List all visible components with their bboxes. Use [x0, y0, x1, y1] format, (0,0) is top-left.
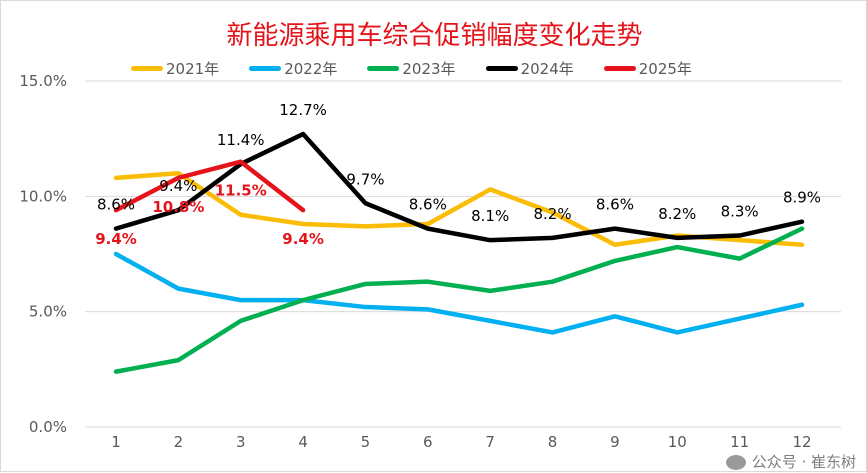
- wechat-icon: [725, 455, 746, 470]
- legend-label: 2022年: [284, 60, 338, 78]
- x-tick-label: 5: [361, 433, 371, 451]
- legend-label: 2025年: [638, 60, 692, 78]
- series-line-2022年: [113, 251, 805, 335]
- legend: 2021年 2022年 2023年 2024年 2025年: [131, 58, 692, 79]
- legend-item: 2024年: [485, 58, 574, 79]
- x-tick-label: 10: [668, 433, 687, 451]
- data-label: 10.8%: [152, 198, 204, 216]
- y-tick-label: 5.0%: [29, 303, 67, 321]
- x-tick-label: 3: [236, 433, 246, 451]
- x-tick-label: 8: [548, 433, 558, 451]
- data-label: 8.2%: [658, 205, 696, 223]
- chart-title: 新能源乘用车综合促销幅度变化走势: [226, 21, 643, 51]
- data-label: 8.2%: [533, 205, 571, 223]
- data-label: 12.7%: [279, 101, 327, 119]
- legend-label: 2023年: [402, 60, 456, 78]
- series-line-2023年: [113, 226, 805, 374]
- series-line-2025年: [113, 159, 306, 213]
- legend-item: 2023年: [367, 58, 456, 79]
- x-tick-label: 4: [298, 433, 308, 451]
- legend-label: 2024年: [520, 60, 574, 78]
- data-label: 8.6%: [409, 196, 447, 214]
- legend-item: 2025年: [603, 58, 692, 79]
- x-tick-label: 2: [174, 433, 184, 451]
- legend-item: 2022年: [249, 58, 337, 79]
- watermark-text: 公众号 · 崔东树: [751, 453, 856, 471]
- watermark: 公众号 · 崔东树: [725, 453, 856, 471]
- data-label: 9.4%: [159, 177, 197, 195]
- data-label: 9.7%: [346, 170, 384, 188]
- data-label: 8.6%: [97, 196, 135, 214]
- data-label: 8.6%: [596, 196, 634, 214]
- data-label: 8.9%: [783, 189, 821, 207]
- x-tick-label: 6: [423, 433, 433, 451]
- legend-swatch: [603, 66, 636, 71]
- x-tick-label: 1: [111, 433, 121, 451]
- legend-swatch: [485, 66, 518, 71]
- x-tick-label: 9: [610, 433, 620, 451]
- y-tick-label: 0.0%: [29, 418, 67, 436]
- legend-label: 2021年: [166, 60, 220, 78]
- legend-item: 2021年: [131, 58, 219, 79]
- y-tick-label: 15.0%: [19, 72, 67, 90]
- data-label: 9.4%: [282, 230, 324, 248]
- legend-swatch: [249, 66, 282, 71]
- data-label: 8.1%: [471, 207, 509, 225]
- x-tick-label: 11: [730, 433, 749, 451]
- data-label: 9.4%: [95, 230, 137, 248]
- data-label: 11.5%: [215, 182, 267, 200]
- data-label: 8.3%: [721, 203, 759, 221]
- legend-swatch: [131, 66, 163, 71]
- x-tick-label: 12: [792, 433, 811, 451]
- data-label: 11.4%: [217, 131, 265, 149]
- y-tick-label: 10.0%: [19, 187, 67, 205]
- legend-swatch: [367, 66, 400, 71]
- x-tick-label: 7: [485, 433, 495, 451]
- series-line-2024年: [113, 131, 805, 243]
